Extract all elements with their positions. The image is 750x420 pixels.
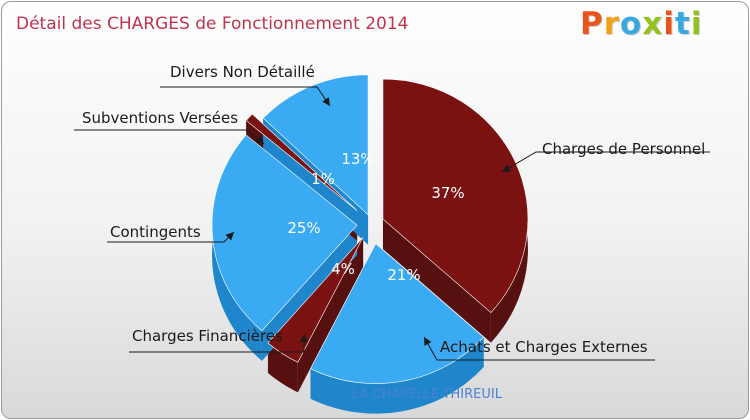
- callout-line: [501, 151, 710, 173]
- slice-charges-financi-res: [267, 237, 364, 363]
- slice-label: Contingents: [110, 223, 201, 241]
- logo-letter: i: [690, 6, 703, 42]
- slice-percent: 4%: [331, 260, 355, 278]
- logo-letter: P: [580, 6, 604, 42]
- logo-letter: o: [620, 6, 643, 42]
- logo-letter: t: [674, 6, 691, 42]
- callout-line: [74, 129, 265, 145]
- slice-label: Charges Financières: [132, 327, 283, 345]
- callout-arrow: [424, 337, 432, 346]
- chart-title: Détail des CHARGES de Fonctionnement 201…: [16, 14, 409, 34]
- slice-subventions-vers-es: [245, 113, 358, 211]
- commune-name: LA CHAPELLE-THIREUIL: [352, 387, 502, 402]
- callout-arrow: [322, 97, 330, 106]
- callout-line: [423, 336, 655, 361]
- slice-percent: 13%: [341, 150, 374, 168]
- callout-arrow: [225, 232, 234, 241]
- slice-percent: 21%: [387, 266, 420, 284]
- slice-charges-de-personnel: [382, 78, 529, 313]
- logo-letter: x: [642, 6, 664, 42]
- slice-label: Subventions Versées: [82, 109, 238, 127]
- slice-contingents: [211, 134, 358, 332]
- logo-letter: i: [663, 6, 675, 42]
- slice-achats-et-charges-externes: [310, 243, 485, 384]
- callout-arrow: [255, 135, 264, 144]
- slice-side: [310, 337, 484, 414]
- callout-arrow: [300, 334, 308, 342]
- slice-divers-non-d-taill-: [262, 74, 369, 216]
- callout-arrow: [502, 164, 511, 172]
- logo-letter: r: [603, 6, 621, 42]
- slice-label: Divers Non Détaillé: [170, 63, 315, 81]
- slice-percent: 37%: [431, 184, 464, 202]
- slice-label: Achats et Charges Externes: [440, 338, 648, 356]
- slice-label: Charges de Personnel: [542, 140, 705, 158]
- slice-percent: 1%: [311, 170, 335, 188]
- proxiti-logo: Proxiti: [580, 6, 702, 42]
- slice-wall: [382, 219, 491, 343]
- slice-percent: 25%: [287, 219, 320, 237]
- slice-tops: [211, 74, 529, 384]
